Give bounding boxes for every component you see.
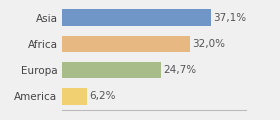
Text: 6,2%: 6,2% <box>89 91 115 101</box>
Bar <box>62 9 211 26</box>
Text: 24,7%: 24,7% <box>163 65 196 75</box>
Bar <box>62 36 190 52</box>
Bar <box>62 88 87 105</box>
Text: 37,1%: 37,1% <box>213 13 246 23</box>
Text: 32,0%: 32,0% <box>193 39 226 49</box>
Bar <box>62 62 161 78</box>
